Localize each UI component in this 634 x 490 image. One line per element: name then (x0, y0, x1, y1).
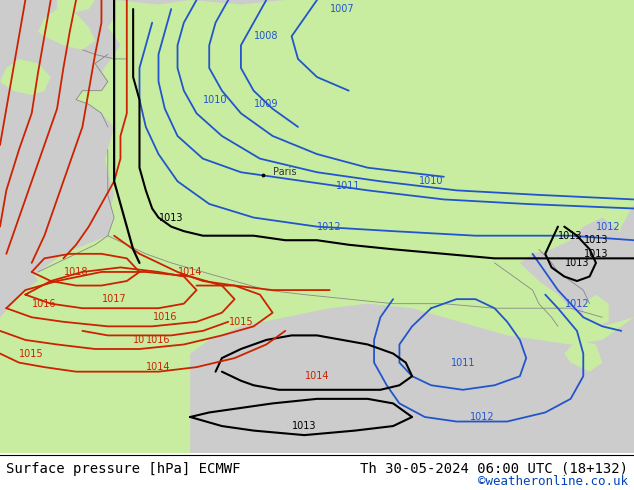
Text: 1007: 1007 (330, 4, 354, 14)
Polygon shape (583, 294, 609, 326)
Text: 1013: 1013 (565, 258, 589, 268)
Text: Th 30-05-2024 06:00 UTC (18+132): Th 30-05-2024 06:00 UTC (18+132) (359, 462, 628, 476)
Text: 1013: 1013 (584, 249, 608, 259)
Text: 1009: 1009 (254, 99, 278, 109)
Text: 1013: 1013 (159, 213, 183, 222)
Text: 1013: 1013 (584, 235, 608, 245)
Text: 1012: 1012 (565, 299, 589, 309)
Text: ©weatheronline.co.uk: ©weatheronline.co.uk (477, 475, 628, 488)
Text: 1017: 1017 (102, 294, 126, 304)
Polygon shape (38, 9, 95, 50)
Text: 1012: 1012 (318, 221, 342, 232)
Text: 1011: 1011 (337, 181, 361, 191)
Text: 1014: 1014 (146, 362, 171, 372)
Text: 1010: 1010 (204, 95, 228, 105)
Text: 1013: 1013 (559, 231, 583, 241)
Polygon shape (0, 59, 51, 95)
Polygon shape (520, 218, 634, 326)
Text: 1018: 1018 (64, 267, 88, 277)
Text: 1016: 1016 (153, 312, 177, 322)
Text: 1008: 1008 (254, 31, 278, 41)
Text: 1014: 1014 (178, 267, 202, 277)
Text: 1012: 1012 (470, 412, 494, 422)
Text: 1016: 1016 (32, 299, 56, 309)
Polygon shape (564, 322, 590, 340)
Text: 1010: 1010 (419, 176, 443, 186)
Polygon shape (0, 0, 634, 453)
Polygon shape (57, 0, 95, 14)
Text: 1014: 1014 (305, 371, 329, 381)
Text: 10: 10 (133, 335, 146, 345)
Polygon shape (0, 0, 120, 318)
Text: 1016: 1016 (146, 335, 171, 345)
Polygon shape (190, 304, 634, 453)
Text: 1015: 1015 (229, 317, 253, 327)
Text: 1015: 1015 (20, 348, 44, 359)
Polygon shape (564, 340, 602, 371)
Text: 1012: 1012 (597, 221, 621, 232)
Text: 1011: 1011 (451, 358, 475, 368)
Text: 1013: 1013 (292, 421, 316, 431)
Text: Paris: Paris (273, 167, 296, 177)
Text: Surface pressure [hPa] ECMWF: Surface pressure [hPa] ECMWF (6, 462, 241, 476)
